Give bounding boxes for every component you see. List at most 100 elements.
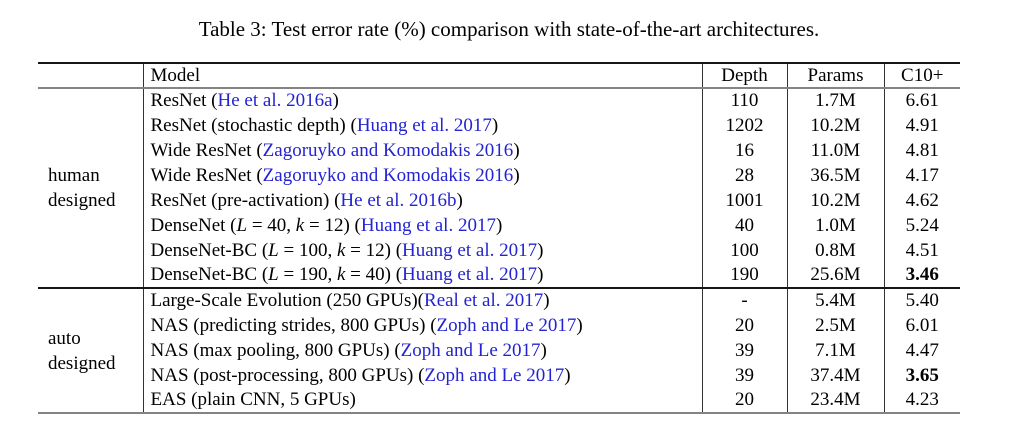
table-row: Wide ResNet (Zagoruyko and Komodakis 201…: [38, 138, 960, 163]
params-cell: 36.5M: [787, 163, 885, 188]
model-text: ): [537, 264, 544, 285]
params-cell: 11.0M: [787, 138, 885, 163]
params-cell: 0.8M: [787, 238, 885, 263]
model-text: = 190,: [278, 264, 337, 285]
model-text: ): [495, 214, 503, 236]
depth-cell: 110: [702, 88, 788, 113]
model-text: ): [456, 189, 463, 211]
model-text: DenseNet (: [150, 214, 237, 236]
model-text: ): [537, 239, 544, 261]
params-cell: 10.2M: [787, 188, 885, 213]
citation-link[interactable]: Zoph and Le 2017: [400, 339, 541, 361]
model-text: Wide ResNet (: [150, 164, 263, 186]
model-text: ResNet (: [150, 90, 218, 111]
group-label: human designed: [38, 88, 144, 288]
params-cell: 1.0M: [787, 213, 885, 238]
citation-link[interactable]: He et al. 2016a: [217, 90, 333, 111]
depth-cell: 20: [702, 313, 788, 338]
depth-cell: 40: [702, 213, 788, 238]
citation-link[interactable]: Huang et al. 2017: [402, 239, 538, 261]
depth-cell: -: [702, 287, 788, 313]
citation-link[interactable]: Huang et al. 2017: [360, 214, 496, 236]
c10-cell: 6.61: [905, 90, 939, 111]
model-text: NAS (max pooling, 800 GPUs) (: [150, 339, 401, 361]
model-text: NAS (post-processing, 800 GPUs) (: [150, 364, 425, 386]
model-text: ): [491, 114, 499, 136]
c10-cell: 4.23: [905, 389, 939, 410]
table-row: DenseNet (L = 40, k = 12) (Huang et al. …: [38, 213, 960, 238]
table-row: DenseNet-BC (L = 190, k = 40) (Huang et …: [38, 263, 960, 288]
model-cell: NAS (post-processing, 800 GPUs) (Zoph an…: [143, 363, 703, 388]
table-row: ResNet (stochastic depth) (Huang et al. …: [38, 113, 960, 138]
citation-link[interactable]: Zagoruyko and Komodakis 2016: [262, 139, 514, 161]
citation-link[interactable]: Real et al. 2017: [424, 290, 544, 311]
table-row: NAS (predicting strides, 800 GPUs) (Zoph…: [38, 313, 960, 338]
header-row: Model Depth Params C10+: [38, 63, 960, 89]
model-text: = 40) (: [345, 264, 403, 285]
depth-cell: 16: [702, 138, 788, 163]
model-text: DenseNet-BC (: [150, 239, 269, 261]
c10-cell: 3.46: [905, 264, 939, 285]
math-variable: L: [236, 214, 248, 236]
column-header-params: Params: [787, 63, 885, 89]
params-cell: 1.7M: [787, 88, 885, 113]
model-text: DenseNet-BC (: [150, 264, 269, 285]
model-cell: Wide ResNet (Zagoruyko and Komodakis 201…: [143, 163, 703, 188]
table-row: NAS (max pooling, 800 GPUs) (Zoph and Le…: [38, 338, 960, 363]
column-header-c10: C10+: [884, 63, 960, 89]
depth-cell: 20: [702, 388, 788, 413]
model-cell: NAS (max pooling, 800 GPUs) (Zoph and Le…: [143, 338, 703, 363]
math-variable: k: [336, 239, 346, 261]
depth-cell: 28: [702, 163, 788, 188]
table-row: auto designed Large-Scale Evolution (250 G…: [38, 287, 960, 413]
c10-cell: 4.17: [905, 164, 939, 186]
citation-link[interactable]: Zagoruyko and Komodakis 2016: [262, 164, 514, 186]
model-cell: ResNet (He et al. 2016a): [143, 88, 703, 113]
model-text: ): [513, 164, 520, 186]
corner-cell: [38, 63, 144, 89]
model-text: Large-Scale Evolution (250 GPUs)(: [150, 290, 425, 311]
model-cell: DenseNet-BC (L = 190, k = 40) (Huang et …: [143, 263, 703, 288]
depth-cell: 100: [702, 238, 788, 263]
citation-link[interactable]: Huang et al. 2017: [356, 114, 492, 136]
model-cell: EAS (plain CNN, 5 GPUs): [143, 388, 703, 413]
model-cell: DenseNet (L = 40, k = 12) (Huang et al. …: [143, 213, 703, 238]
column-header-model: Model: [143, 63, 703, 89]
depth-cell: 1202: [702, 113, 788, 138]
citation-link[interactable]: Zoph and Le 2017: [424, 364, 565, 386]
citation-link[interactable]: He et al. 2016b: [340, 189, 457, 211]
citation-link[interactable]: Zoph and Le 2017: [436, 314, 577, 336]
c10-cell: 4.81: [905, 139, 939, 161]
params-cell: 10.2M: [787, 113, 885, 138]
math-variable: k: [336, 264, 346, 285]
citation-link[interactable]: Huang et al. 2017: [402, 264, 538, 285]
depth-cell: 190: [702, 263, 788, 288]
model-cell: NAS (predicting strides, 800 GPUs) (Zoph…: [143, 313, 703, 338]
model-text: ResNet (pre-activation) (: [150, 189, 341, 211]
c10-cell: 3.65: [905, 364, 939, 386]
model-cell: DenseNet-BC (L = 100, k = 12) (Huang et …: [143, 238, 703, 263]
model-text: = 100,: [278, 239, 337, 261]
model-text: ): [576, 314, 583, 336]
params-cell: 25.6M: [787, 263, 885, 288]
table-row: DenseNet-BC (L = 100, k = 12) (Huang et …: [38, 238, 960, 263]
c10-cell: 6.01: [905, 314, 939, 336]
math-variable: L: [268, 264, 279, 285]
table-body: human designed ResNet (He et al. 2016a) 110…: [38, 88, 960, 413]
c10-cell: 4.62: [905, 189, 939, 211]
params-cell: 23.4M: [787, 388, 885, 413]
params-cell: 7.1M: [787, 338, 885, 363]
model-cell: ResNet (pre-activation) (He et al. 2016b…: [143, 188, 703, 213]
model-text: ResNet (stochastic depth) (: [150, 114, 357, 136]
table-row: EAS (plain CNN, 5 GPUs) 20 23.4M 4.23: [38, 388, 960, 413]
column-header-depth: Depth: [702, 63, 788, 89]
model-text: ): [564, 364, 571, 386]
params-cell: 2.5M: [787, 313, 885, 338]
c10-cell: 5.40: [884, 287, 960, 313]
model-text: ): [332, 90, 339, 111]
table-caption: Table 3: Test error rate (%) comparison …: [198, 17, 820, 41]
model-cell: Large-Scale Evolution (250 GPUs)(Real et…: [143, 287, 703, 313]
results-table: Model Depth Params C10+ human designed Res…: [38, 62, 960, 414]
model-cell: ResNet (stochastic depth) (Huang et al. …: [143, 113, 703, 138]
